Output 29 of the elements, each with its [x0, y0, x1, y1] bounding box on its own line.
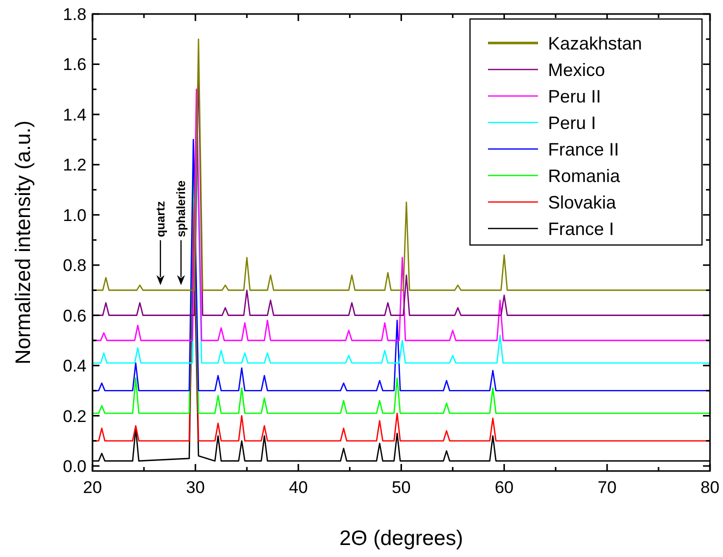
legend-label: Slovakia — [548, 192, 618, 212]
y-tick-label: 1.0 — [62, 206, 86, 225]
y-tick-label: 0.2 — [62, 406, 86, 426]
x-tick-label: 40 — [288, 478, 308, 497]
y-tick-label: 1.2 — [62, 156, 86, 175]
x-tick-label: 80 — [700, 478, 720, 497]
legend-label: Peru I — [548, 113, 596, 133]
y-tick-label: 1.6 — [62, 55, 86, 74]
x-tick-label: 70 — [598, 478, 617, 497]
y-tick-label: 0.4 — [62, 356, 86, 376]
x-tick-label: 50 — [392, 478, 411, 497]
x-tick-label: 60 — [494, 478, 514, 497]
legend-label: Kazakhstan — [548, 34, 642, 54]
legend-label: Peru II — [548, 86, 602, 106]
legend-label: France I — [548, 219, 614, 239]
x-tick-label: 30 — [186, 478, 205, 497]
y-tick-label: 0.0 — [62, 456, 86, 476]
legend-label: Romania — [548, 166, 622, 186]
legend-label: Mexico — [548, 60, 606, 80]
y-tick-label: 0.6 — [62, 306, 86, 326]
legend-label: France II — [548, 140, 620, 160]
y-tick-label: 1.8 — [62, 5, 86, 24]
x-tick-label: 20 — [83, 478, 102, 497]
x-axis-title: 2Θ (degrees) — [339, 527, 464, 550]
y-tick-label: 1.4 — [62, 105, 86, 124]
y-tick-label: 0.8 — [62, 256, 86, 276]
y-axis-title: Normalized intensity (a.u.) — [12, 120, 35, 364]
annotation: sphalerite — [174, 180, 188, 238]
annotation: quartz — [153, 201, 168, 238]
